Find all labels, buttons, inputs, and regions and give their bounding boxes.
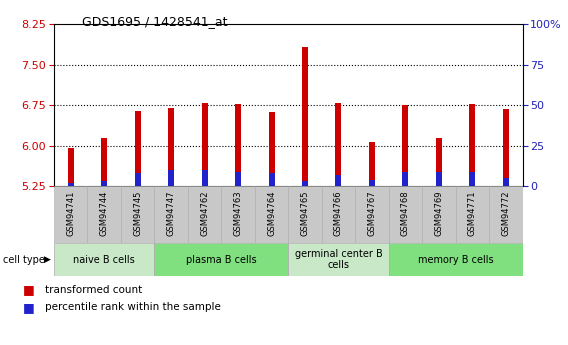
Bar [289,186,321,243]
Bar [168,170,174,186]
Bar [321,186,355,243]
Bar [135,111,141,186]
Bar [436,172,442,186]
Bar [302,181,308,186]
Bar [101,181,107,186]
Bar [269,112,274,186]
Bar [422,186,456,243]
Text: GSM94741: GSM94741 [66,191,75,236]
Bar [369,180,375,186]
Bar [222,186,255,243]
Bar [469,104,475,186]
Text: naive B cells: naive B cells [73,255,135,265]
Bar [389,186,422,243]
Text: GSM94747: GSM94747 [166,191,176,236]
Text: GSM94771: GSM94771 [468,191,477,236]
Bar [255,186,289,243]
Bar [336,175,341,186]
Bar [355,186,389,243]
Text: germinal center B
cells: germinal center B cells [295,249,382,270]
Text: transformed count: transformed count [45,285,143,295]
Text: memory B cells: memory B cells [418,255,494,265]
Bar [54,186,87,243]
Bar [121,186,154,243]
Bar [235,172,241,186]
Text: GSM94767: GSM94767 [367,191,377,236]
Bar [302,47,308,186]
Bar [87,186,121,243]
Text: GSM94745: GSM94745 [133,191,142,236]
Bar [135,173,141,186]
Text: GDS1695 / 1428541_at: GDS1695 / 1428541_at [82,16,228,29]
Text: cell type: cell type [3,255,45,265]
Text: plasma B cells: plasma B cells [186,255,257,265]
Text: GSM94768: GSM94768 [401,191,410,236]
Bar [402,105,408,186]
Text: GSM94764: GSM94764 [267,191,276,236]
Text: GSM94769: GSM94769 [435,191,444,236]
Text: GSM94772: GSM94772 [502,191,510,236]
Bar [469,172,475,186]
Bar [389,243,523,276]
Bar [202,102,207,186]
Bar [402,172,408,186]
Bar [456,186,489,243]
Text: GSM94763: GSM94763 [233,191,243,236]
Bar [235,104,241,186]
Text: ▶: ▶ [44,255,51,264]
Bar [101,138,107,186]
Bar [154,243,289,276]
Text: GSM94744: GSM94744 [99,191,108,236]
Bar [503,178,509,186]
Bar [503,109,509,186]
Bar [489,186,523,243]
Bar [188,186,222,243]
Text: GSM94765: GSM94765 [300,191,310,236]
Bar [369,142,375,186]
Text: GSM94762: GSM94762 [200,191,209,236]
Text: ■: ■ [23,283,35,296]
Bar [436,138,442,186]
Text: ■: ■ [23,300,35,314]
Bar [202,170,207,186]
Bar [168,108,174,186]
Bar [54,243,154,276]
Bar [68,183,74,186]
Bar [289,243,389,276]
Text: GSM94766: GSM94766 [334,191,343,236]
Bar [154,186,188,243]
Bar [336,102,341,186]
Text: percentile rank within the sample: percentile rank within the sample [45,302,222,312]
Bar [68,148,74,186]
Bar [269,173,274,186]
